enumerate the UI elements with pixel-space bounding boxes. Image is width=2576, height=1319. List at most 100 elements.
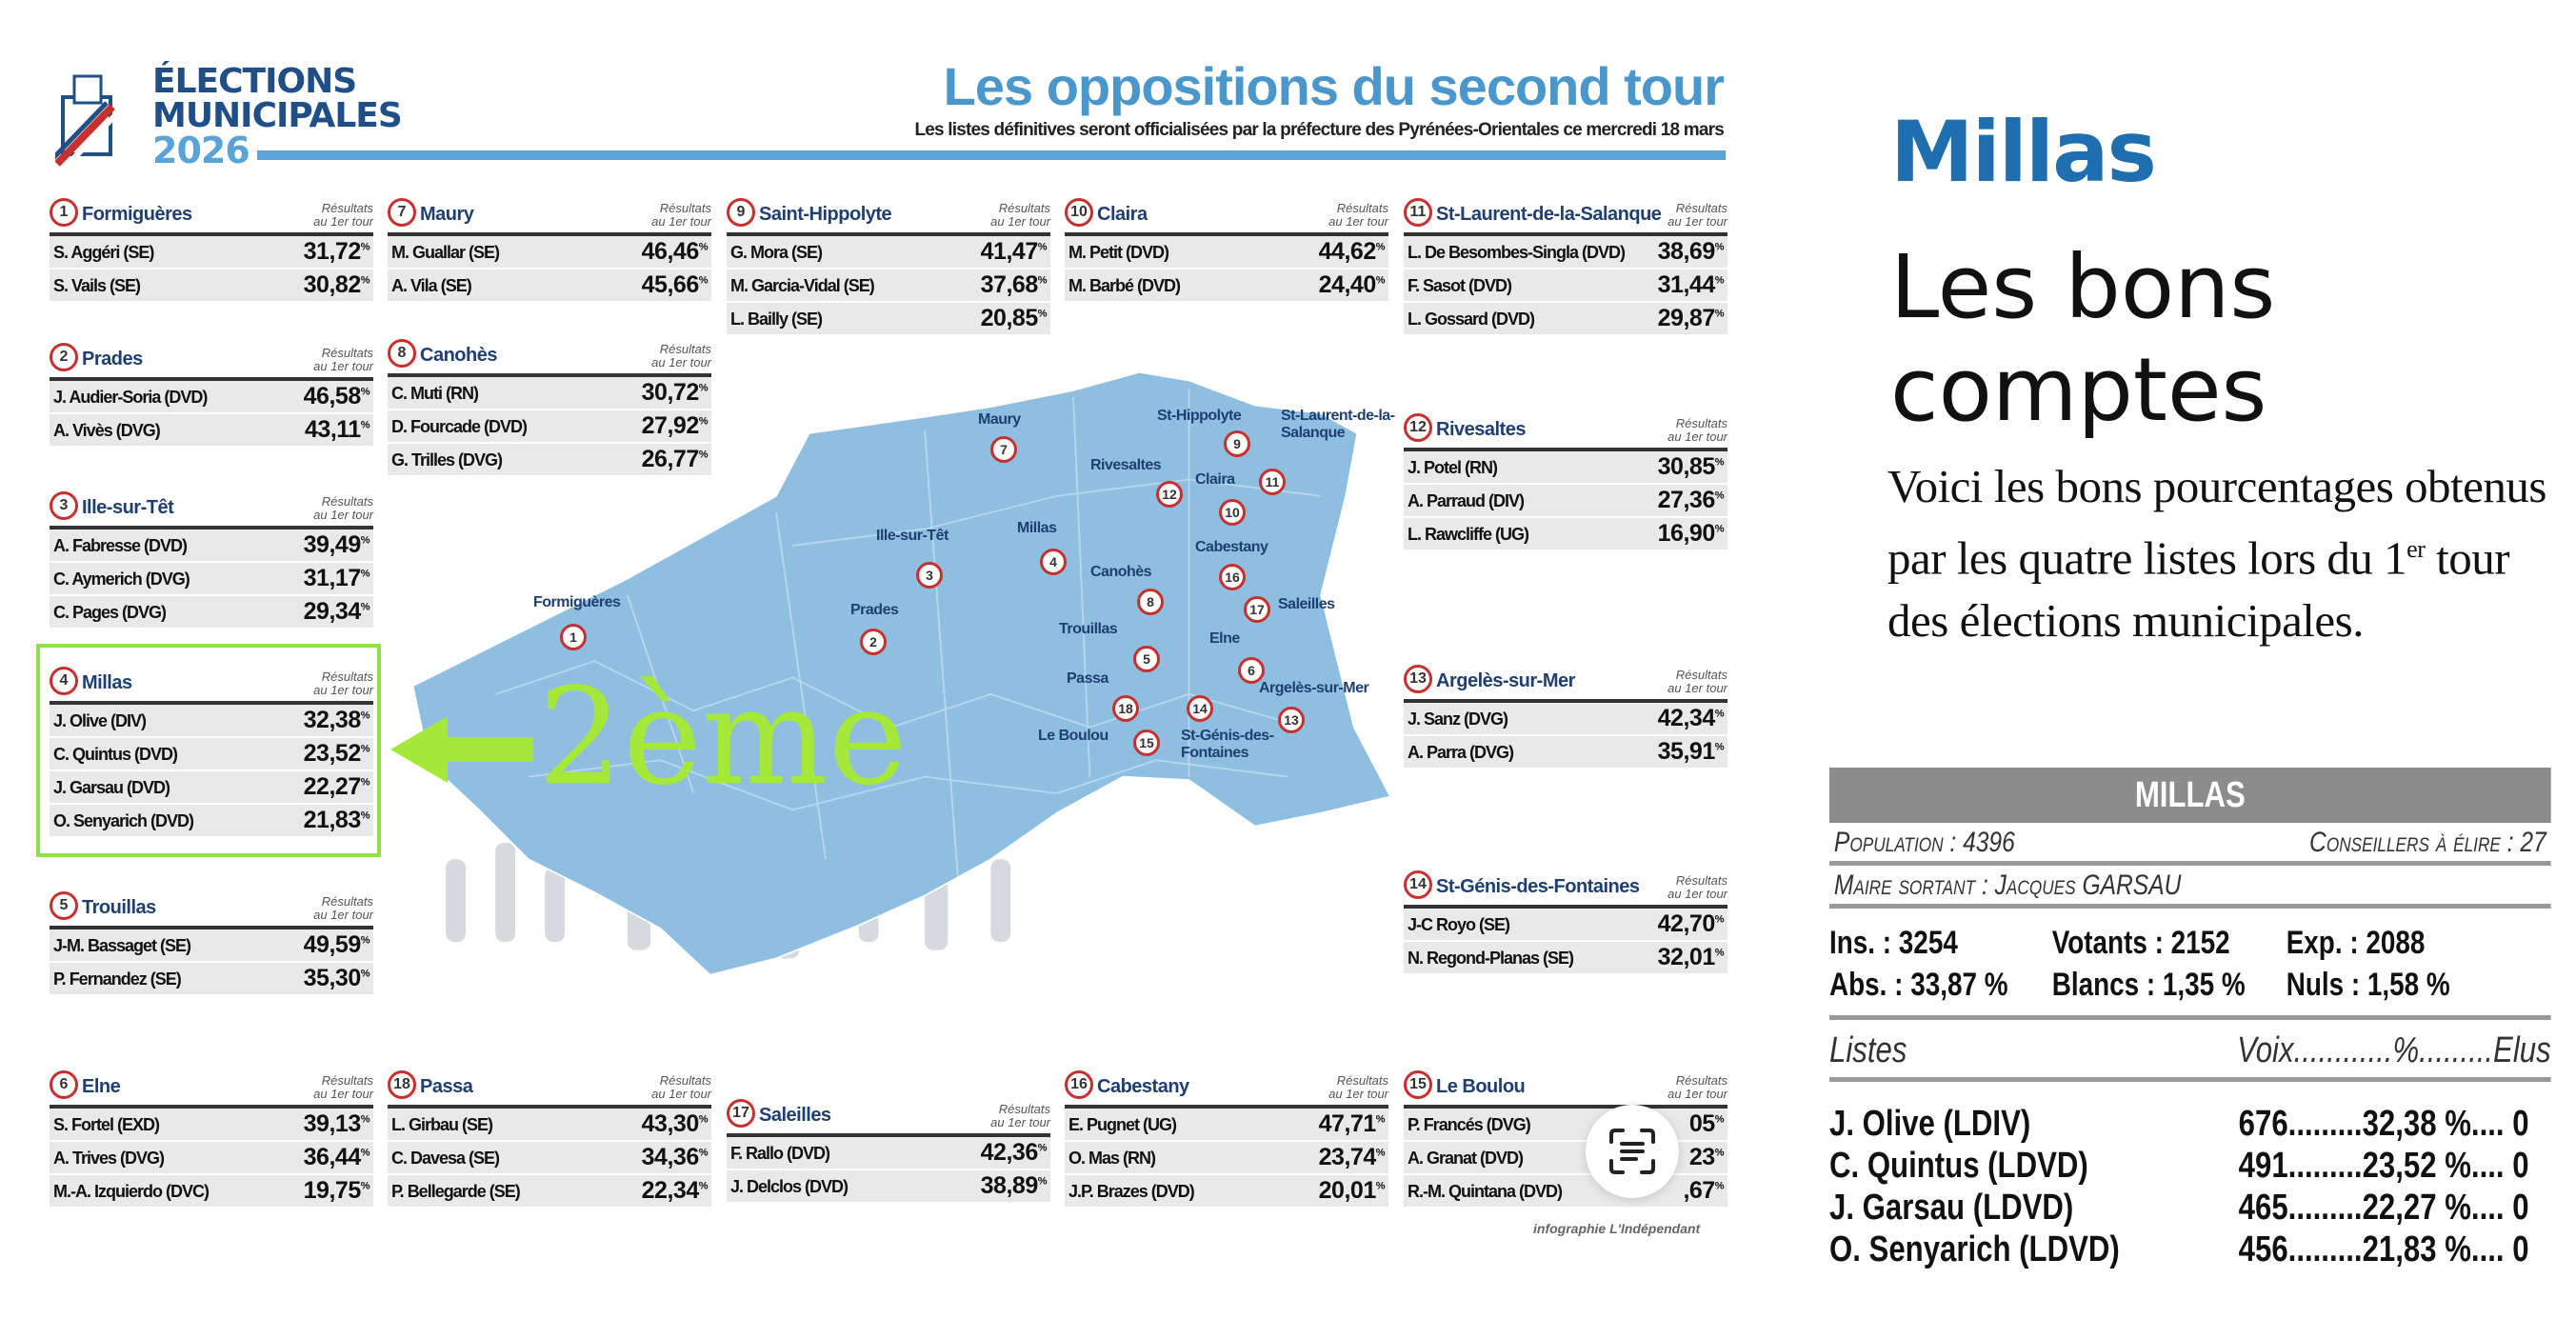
candidate-score: 24,40%	[1318, 271, 1386, 298]
commune-header: 10 Claira Résultats au 1er tour	[1065, 190, 1388, 236]
candidate-score: 47,71%	[1318, 1110, 1386, 1137]
candidate-name: D. Fourcade (DVD)	[391, 416, 528, 436]
map-town-label: Ille-sur-Têt	[876, 528, 949, 544]
score-value: 45,66	[641, 271, 700, 298]
candidate-name: C. Davesa (SE)	[391, 1148, 500, 1168]
commune-number: 3	[50, 491, 78, 520]
map-number-marker: 4	[1040, 549, 1067, 575]
results-label: Résultats au 1er tour	[651, 1073, 711, 1101]
candidate-row: L. Rawcliffe (UG) 16,90%	[1404, 518, 1727, 551]
candidate-score: 05%	[1688, 1110, 1725, 1137]
commune-name: St-Génis-des-Fontaines	[1436, 876, 1640, 897]
candidate-score: 35,30%	[303, 965, 370, 991]
candidate-score: 20,01%	[1318, 1177, 1386, 1204]
candidate-name: L. Rawcliffe (UG)	[1408, 524, 1529, 544]
page-title: Les oppositions du second tour	[943, 56, 1725, 116]
candidate-name: E. Pugnet (UG)	[1068, 1114, 1177, 1134]
commune-box: 11 St-Laurent-de-la-Salanque Résultats a…	[1404, 190, 1727, 336]
map-number-marker: 17	[1244, 596, 1270, 623]
candidate-row: A. Granat (DVD) 23%	[1404, 1142, 1727, 1175]
commune-header: 3 Ille-sur-Têt Résultats au 1er tour	[50, 484, 373, 530]
rank-annotation: 2ème	[538, 660, 908, 815]
score-value: 39,13	[303, 1110, 362, 1137]
score-value: 31,17	[303, 565, 362, 591]
candidate-score: 31,44%	[1657, 271, 1725, 298]
candidate-name: P. Francés (DVG)	[1408, 1114, 1531, 1134]
commune-name: Canohès	[420, 345, 497, 366]
candidate-row: C. Quintus (DVD) 23,52%	[50, 738, 373, 771]
map-number-marker: 5	[1133, 646, 1160, 672]
score-value: 36,44	[303, 1144, 362, 1170]
score-value: 38,69	[1657, 238, 1716, 265]
candidate-row: O. Mas (RN) 23,74%	[1065, 1142, 1388, 1175]
candidate-score: 19,75%	[303, 1177, 370, 1204]
score-value: 42,34	[1657, 705, 1716, 731]
table-row: C. Quintus (LDVD) 491.........23,52 %....…	[1829, 1145, 2551, 1187]
candidate-score: 43,30%	[641, 1110, 709, 1137]
population: Population : 4396	[1833, 827, 2015, 858]
map-number-marker: 12	[1156, 481, 1183, 508]
commune-box: 8 Canohès Résultats au 1er tour C. Muti …	[388, 331, 711, 477]
candidate-score: 26,77%	[641, 446, 709, 472]
commune-box: 18 Passa Résultats au 1er tour L. Girbau…	[388, 1063, 711, 1209]
score-value: 42,70	[1657, 910, 1716, 937]
list-result: 456.........21,83 %.... 0	[2238, 1229, 2529, 1269]
candidate-score: 39,49%	[303, 531, 370, 558]
commune-box: 5 Trouillas Résultats au 1er tour J-M. B…	[50, 884, 373, 996]
score-value: 23,52	[303, 740, 362, 767]
results-label: Résultats au 1er tour	[313, 894, 373, 922]
list-name: J. Olive (LDIV)	[1829, 1104, 2031, 1144]
commune-number: 18	[388, 1070, 416, 1099]
candidate-score: 16,90%	[1657, 520, 1725, 547]
table-row: O. Senyarich (LDVD) 456.........21,83 %..…	[1829, 1229, 2551, 1270]
map-number-marker: 1	[560, 624, 587, 650]
results-label: Résultats au 1er tour	[1667, 873, 1727, 901]
candidate-score: 35,91%	[1657, 738, 1725, 765]
candidate-name: J-C Royo (SE)	[1408, 914, 1510, 934]
maire-row: Maire sortant : Jacques GARSAU	[1829, 866, 2551, 909]
score-value: 29,34	[303, 598, 362, 625]
scan-text-button[interactable]	[1586, 1105, 1679, 1198]
candidate-score: 21,83%	[303, 807, 370, 833]
candidate-row: A. Vivès (DVG) 43,11%	[50, 414, 373, 448]
candidate-score: 41,47%	[980, 238, 1048, 265]
list-name: J. Garsau (LDVD)	[1829, 1188, 2074, 1228]
candidate-row: A. Trives (DVG) 36,44%	[50, 1142, 373, 1175]
col-voix-pct-elus: Voix............%.........Elus	[2237, 1030, 2551, 1070]
score-value: 41,47	[980, 238, 1039, 265]
commune-number: 13	[1404, 665, 1432, 693]
list-result: 465.........22,27 %.... 0	[2238, 1188, 2529, 1228]
map-town-label: Passa	[1067, 670, 1108, 687]
commune-header: 8 Canohès Résultats au 1er tour	[388, 331, 711, 377]
results-label: Résultats au 1er tour	[313, 1073, 373, 1101]
list-result: 491.........23,52 %.... 0	[2238, 1146, 2529, 1186]
list-name: O. Senyarich (LDVD)	[1829, 1229, 2120, 1269]
list-result: 676.........32,38 %.... 0	[2238, 1104, 2529, 1144]
commune-number: 5	[50, 891, 78, 920]
results-table: MILLAS Population : 4396 Conseillers à é…	[1829, 768, 2551, 1269]
score-value: 39,49	[303, 531, 362, 558]
conseillers: Conseillers à élire : 27	[2309, 827, 2546, 858]
candidate-row: A. Vila (SE) 45,66%	[388, 270, 711, 303]
candidate-name: M.-A. Izquierdo (DVC)	[53, 1181, 210, 1201]
score-value: 43,30	[641, 1110, 700, 1137]
score-value: 26,77	[641, 446, 700, 472]
commune-number: 4	[50, 667, 78, 695]
score-value: 20,85	[980, 305, 1039, 331]
candidate-score: 32,01%	[1657, 944, 1725, 970]
candidate-row: J. Sanz (DVG) 42,34%	[1404, 703, 1727, 736]
map-town-label: Le Boulou	[1038, 728, 1108, 744]
commune-box: 17 Saleilles Résultats au 1er tour F. Ra…	[727, 1091, 1050, 1204]
commune-box: 10 Claira Résultats au 1er tour M. Petit…	[1065, 190, 1388, 303]
candidate-name: O. Mas (RN)	[1068, 1148, 1156, 1168]
candidate-score: 23%	[1688, 1144, 1725, 1170]
map-number-marker: 7	[990, 436, 1017, 463]
commune-name: Saleilles	[759, 1105, 831, 1126]
candidate-name: C. Muti (RN)	[391, 383, 479, 403]
score-value: 20,01	[1318, 1177, 1377, 1204]
candidate-name: P. Bellegarde (SE)	[391, 1181, 521, 1201]
score-value: 34,36	[641, 1144, 700, 1170]
candidate-name: A. Granat (DVD)	[1408, 1148, 1524, 1168]
candidate-row: R.-M. Quintana (DVD) ,67%	[1404, 1175, 1727, 1209]
candidate-score: 29,34%	[303, 598, 370, 625]
